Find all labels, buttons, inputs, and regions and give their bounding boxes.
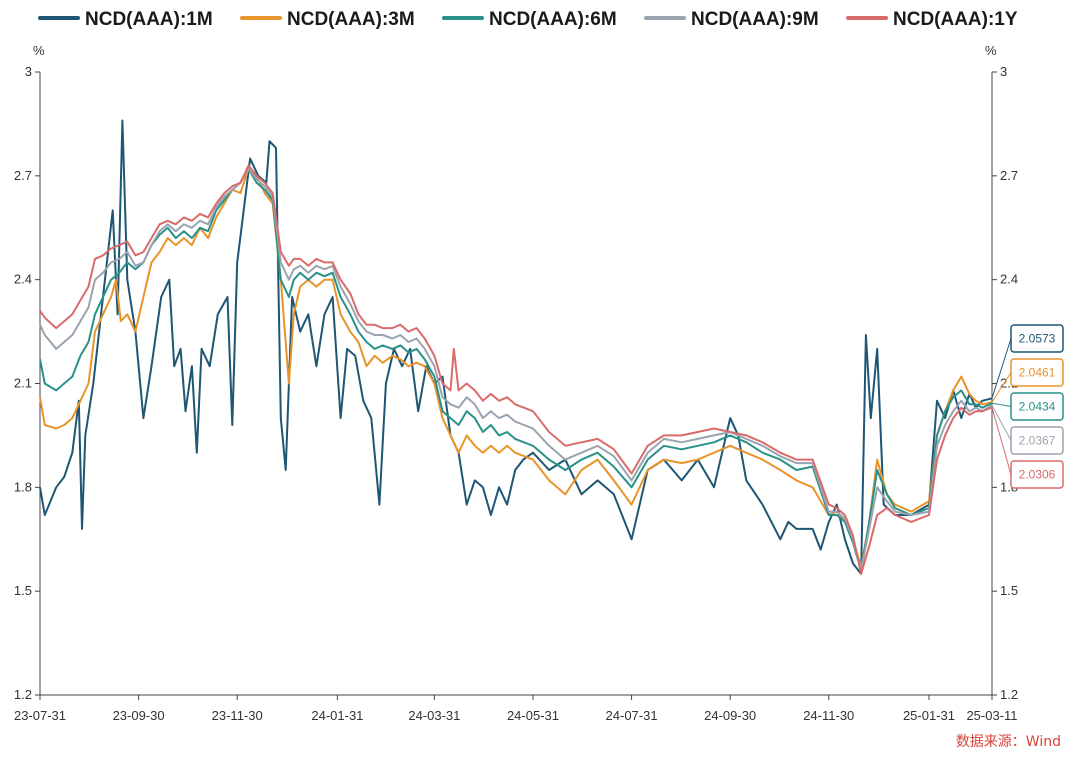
end-value-label: 2.0367 — [1019, 434, 1056, 448]
y-tick-label-left: 3 — [25, 64, 32, 79]
y-axis-unit-left: % — [33, 43, 45, 58]
end-label-connector — [991, 372, 1012, 403]
end-label-connector — [991, 402, 1012, 407]
y-tick-label-right: 3 — [1000, 64, 1007, 79]
x-tick-label: 25-03-11 — [966, 708, 1017, 723]
x-tick-label: 23-07-31 — [14, 708, 66, 723]
legend: NCD(AAA):1M NCD(AAA):3M NCD(AAA):6M NCD(AAA… — [38, 9, 1018, 30]
end-label-connector — [991, 407, 1012, 475]
y-tick-label-right: 2.7 — [1000, 168, 1018, 183]
x-tick-label: 24-11-30 — [803, 708, 854, 723]
end-value-label: 2.0573 — [1019, 332, 1056, 346]
y-tick-label-left: 1.8 — [14, 479, 32, 494]
series-lines — [39, 119, 993, 575]
end-value-label: 2.0306 — [1019, 468, 1056, 482]
y-tick-label-right: 2.4 — [1000, 272, 1018, 287]
end-label-box — [1010, 392, 1064, 421]
y-tick-label-right: 1.5 — [1000, 583, 1018, 598]
y-tick-label-left: 1.5 — [14, 583, 32, 598]
end-label-box — [1010, 358, 1064, 387]
series-line-4 — [39, 167, 993, 572]
x-ticks: 23-07-31 23-09-30 23-11-30 24-01-31 24-03-31… — [14, 695, 1018, 723]
end-label-box — [1010, 324, 1064, 353]
end-value-labels: 2.0573 2.0461 2.0434 2.0367 2.0306 — [991, 324, 1064, 489]
legend-label: NCD(AAA):6M — [489, 9, 617, 30]
end-value-label: 2.0434 — [1019, 400, 1056, 414]
y-axis-unit-right: % — [985, 43, 997, 58]
data-source-note: 数据来源：Wind — [956, 734, 1061, 750]
y-tick-label-right: 1.2 — [1000, 687, 1018, 702]
x-tick-label: 23-09-30 — [113, 708, 165, 723]
legend-label: NCD(AAA):3M — [287, 9, 415, 30]
y-tick-label-left: 2.4 — [14, 272, 32, 287]
end-label-box — [1010, 460, 1064, 489]
legend-label: NCD(AAA):1M — [85, 9, 213, 30]
end-label-connector — [991, 338, 1012, 399]
end-value-label: 2.0461 — [1019, 366, 1056, 380]
y-tick-label-left: 1.2 — [14, 687, 32, 702]
series-line-3 — [39, 167, 993, 572]
x-tick-label: 24-09-30 — [704, 708, 756, 723]
x-tick-label: 24-05-31 — [507, 708, 559, 723]
x-tick-label: 25-01-31 — [903, 708, 955, 723]
legend-label: NCD(AAA):9M — [691, 9, 819, 30]
series-line-1 — [39, 119, 993, 575]
x-tick-label: 24-03-31 — [408, 708, 460, 723]
series-line-5 — [39, 164, 993, 575]
y-tick-label-left: 2.7 — [14, 168, 32, 183]
x-tick-label: 24-01-31 — [311, 708, 363, 723]
x-tick-label: 23-11-30 — [212, 708, 263, 723]
end-label-box — [1010, 426, 1064, 455]
x-tick-label: 24-07-31 — [606, 708, 658, 723]
y-tick-label-left: 2.1 — [14, 376, 32, 391]
end-label-connector — [991, 405, 1012, 441]
y-ticks: 1.2 1.21.5 1.51.8 1.82.1 2.12.4 2.42.7 2.73 3 — [14, 64, 1018, 702]
legend-label: NCD(AAA):1Y — [893, 9, 1018, 30]
